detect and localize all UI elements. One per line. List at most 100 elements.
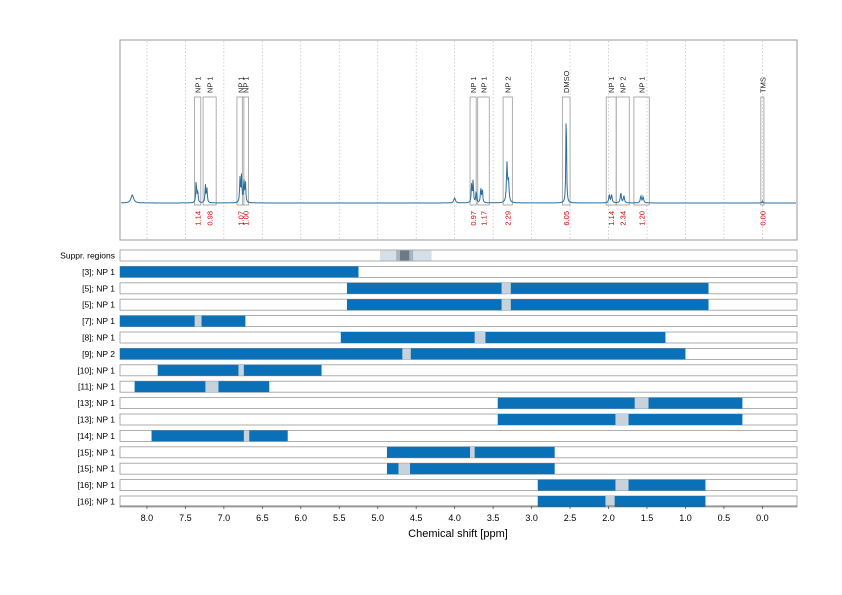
fragment-gap (615, 414, 629, 425)
peak-integral: 1.07 (236, 211, 245, 226)
x-tick-label: 6.0 (295, 513, 308, 523)
peak-integral: 1.20 (638, 211, 647, 226)
x-tick-label: 1.5 (641, 513, 654, 523)
fragment-bar (346, 282, 709, 294)
row-label: [5]; NP 1 (82, 300, 115, 310)
peak-region-label: NP 1 (206, 76, 215, 93)
fragment-gap (238, 364, 244, 376)
fragment-gap (243, 430, 250, 442)
fragment-gap (501, 299, 511, 311)
x-tick-label: 5.0 (371, 513, 384, 523)
peak-integral: 2.29 (504, 211, 513, 226)
fragment-gap (205, 381, 219, 393)
x-tick-label: 1.0 (679, 513, 692, 523)
row-frame (119, 413, 798, 426)
fragment-gap (501, 282, 511, 294)
row-label: [13]; NP 1 (77, 415, 115, 425)
peak-region-label: NP 1 (194, 76, 203, 93)
peak-region-label: DMSO (562, 70, 571, 93)
peak-region-box (194, 96, 202, 206)
row-label: [3]; NP 1 (82, 267, 115, 277)
row-frame (119, 479, 798, 492)
peak-integral: 6.05 (562, 211, 571, 226)
row-label: [10]; NP 1 (77, 365, 115, 375)
fragment-gap (474, 332, 486, 343)
row-label: [5]; NP 1 (82, 283, 115, 293)
fragment-bar (537, 496, 706, 507)
spectrum-trace (121, 123, 796, 204)
peak-region-box (236, 96, 245, 206)
suppr-region-core (400, 250, 410, 261)
fragment-bar (134, 381, 270, 393)
row-label: [8]; NP 1 (82, 333, 115, 343)
x-axis-label: Chemical shift [ppm] (408, 528, 508, 540)
peak-integral: 0.98 (206, 211, 215, 226)
peak-region-label: NP 1 (241, 76, 250, 93)
peak-integral: 1.00 (241, 211, 250, 226)
peak-region-box (760, 96, 765, 206)
suppr-row-frame (119, 249, 798, 262)
fragment-bar (120, 266, 359, 278)
peak-region-box (615, 96, 630, 206)
peak-regions: NP 1 1.14 NP 1 0.98 NP 1 1.07 NP 1 1.00 NP 1 0.97… (194, 70, 768, 225)
x-tick-label: 4.5 (410, 513, 423, 523)
row-label: [15]; NP 1 (77, 447, 115, 457)
spectrum-gridlines (146, 41, 763, 239)
fragment-gap (605, 496, 615, 507)
fragment-gap (402, 348, 411, 360)
peak-region-label: NP 1 (480, 76, 489, 93)
fragment-gap (194, 315, 202, 327)
fragment-bar (151, 430, 288, 442)
x-tick-label: 0.0 (756, 513, 769, 523)
row-frame (119, 380, 798, 393)
peak-integral: 1.14 (607, 211, 616, 226)
peak-region-label: NP 1 (607, 76, 616, 93)
fragment-gap (470, 446, 475, 458)
row-label: [16]; NP 1 (77, 480, 115, 490)
row-frame (119, 429, 798, 442)
x-tick-label: 6.5 (256, 513, 269, 523)
fragment-bar (340, 332, 666, 343)
fragment-gap (615, 479, 629, 491)
fragment-bar (120, 315, 246, 327)
row-label: [7]; NP 1 (82, 316, 115, 326)
spectrum-line (121, 123, 796, 204)
row-label: [9]; NP 2 (82, 349, 115, 359)
peak-region-box (469, 96, 477, 206)
peak-region-box (502, 96, 513, 206)
x-tick-label: 7.5 (179, 513, 192, 523)
row-frame (119, 364, 798, 377)
peak-integral: 2.34 (619, 211, 628, 226)
fragment-rows: Suppr. regions [3]; NP 1 [5]; NP 1 [5]; NP … (60, 249, 798, 508)
fragment-gap (634, 397, 649, 409)
row-frame (119, 495, 798, 508)
peak-region-box (202, 96, 217, 206)
x-tick-label: 3.5 (487, 513, 500, 523)
fragment-gap (398, 463, 411, 475)
peak-region-label: NP 2 (619, 76, 628, 93)
x-tick-label: 3.0 (525, 513, 538, 523)
peak-integral: 0.00 (758, 211, 767, 226)
x-axis: 8.0 7.5 7.0 6.5 6.0 5.5 5.0 4.5 4.0 3.5 3.0 2.5 2.0 1… (120, 505, 797, 523)
row-label: [13]; NP 1 (77, 398, 115, 408)
peak-region-box (241, 96, 249, 206)
peak-region-label: NP 1 (469, 76, 478, 93)
x-tick-label: 5.5 (333, 513, 346, 523)
peak-integral: 0.97 (469, 211, 478, 226)
fragment-bar (497, 397, 743, 409)
x-tick-label: 2.5 (564, 513, 577, 523)
row-label: [11]; NP 1 (78, 382, 115, 392)
x-tick-label: 8.0 (141, 513, 154, 523)
x-tick-label: 2.0 (602, 513, 615, 523)
row-label: [15]; NP 1 (77, 464, 115, 474)
peak-region-label: NP 1 (236, 76, 245, 93)
x-tick-label: 7.0 (218, 513, 231, 523)
x-tick-label: 4.0 (448, 513, 461, 523)
peak-region-label: NP 1 (638, 76, 647, 93)
peak-integral: 1.14 (194, 211, 203, 226)
peak-region-box (633, 96, 650, 206)
x-tick-label: 0.5 (718, 513, 731, 523)
fragment-bar (386, 463, 555, 475)
suppr-row-label: Suppr. regions (60, 251, 115, 261)
